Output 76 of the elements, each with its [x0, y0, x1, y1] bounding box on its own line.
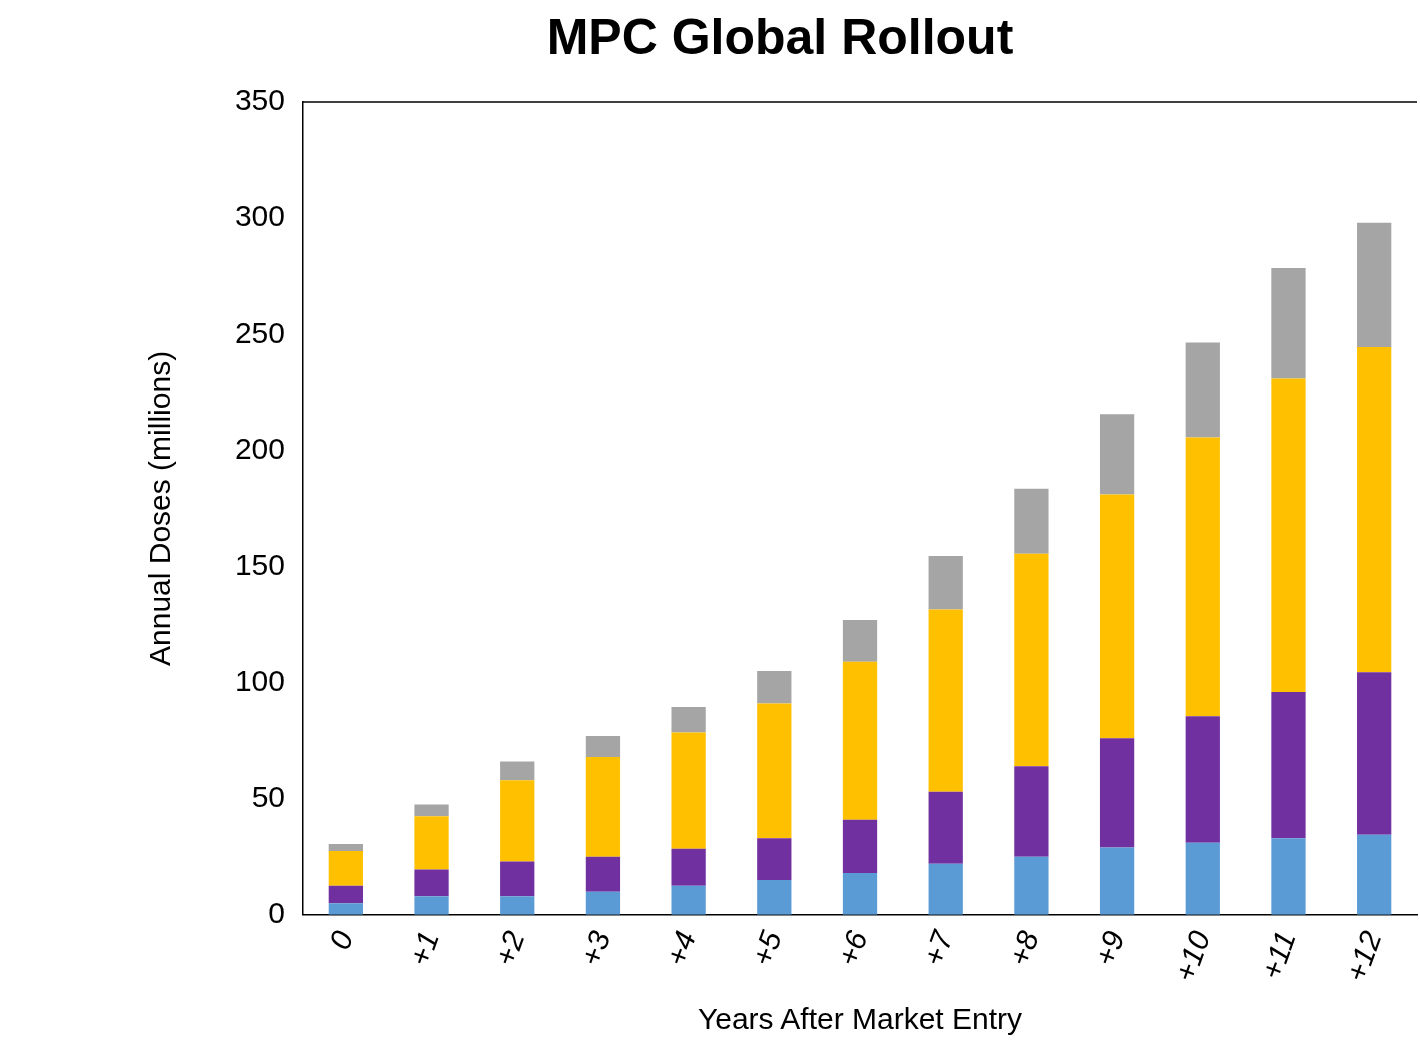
bar [928, 791, 963, 864]
bar [1357, 222, 1392, 348]
bar [328, 851, 363, 886]
bar [1185, 437, 1220, 717]
x-tick-label: +11 [1254, 926, 1302, 984]
bar [1185, 342, 1220, 438]
bar [585, 856, 621, 892]
bar [414, 896, 449, 915]
bar [1271, 268, 1306, 379]
bar [1099, 738, 1135, 848]
bar [928, 609, 963, 792]
x-tick-label: +10 [1167, 926, 1217, 986]
x-tick-label: +7 [916, 925, 960, 971]
bar [1099, 494, 1135, 739]
x-tick-label: +2 [488, 926, 531, 971]
bar [500, 896, 535, 915]
y-tick-label: 50 [251, 780, 285, 814]
y-tick-label: 150 [234, 547, 285, 581]
y-axis-title: Annual Doses (millions) [143, 350, 177, 666]
bar [842, 819, 878, 874]
bar [1357, 347, 1392, 673]
bar [757, 671, 792, 704]
x-tick-label: +12 [1339, 926, 1388, 986]
y-tick-label: 250 [234, 315, 285, 349]
x-tick-label: 0 [322, 926, 360, 954]
bar [1185, 716, 1220, 843]
bar [328, 844, 363, 851]
y-tick-label: 350 [234, 83, 285, 117]
bar [1185, 842, 1220, 915]
bar [414, 816, 449, 870]
bar [1099, 414, 1135, 495]
y-tick-label: 300 [234, 199, 285, 233]
bar [1014, 488, 1049, 554]
x-tick-label: +8 [1002, 926, 1045, 971]
bar [1271, 691, 1306, 839]
bar [671, 885, 706, 915]
bar [1014, 856, 1049, 915]
bar [585, 736, 621, 757]
chart-title: MPC Global Rollout [546, 8, 1014, 65]
bar [414, 804, 449, 817]
bar [671, 732, 706, 849]
y-tick-label: 0 [268, 896, 285, 930]
x-tick-label: +4 [659, 926, 703, 971]
bar [414, 869, 449, 897]
bar [842, 873, 878, 915]
bar [757, 838, 792, 881]
bar [842, 661, 878, 820]
bar [842, 619, 878, 662]
bar [1357, 834, 1392, 915]
x-tick-label: +6 [830, 926, 874, 971]
bar [1014, 766, 1049, 857]
bar [928, 556, 963, 610]
bar [328, 885, 363, 904]
x-tick-label: +1 [402, 926, 446, 971]
bar [1271, 838, 1306, 915]
y-tick-label: 200 [234, 431, 285, 465]
bar [328, 903, 363, 915]
x-axis-title: Years After Market Entry [697, 1002, 1023, 1036]
bar [1357, 672, 1392, 835]
bar [585, 756, 621, 857]
bar [500, 780, 535, 862]
bar [671, 707, 706, 733]
bar [757, 703, 792, 839]
bar [500, 861, 535, 897]
bar [1014, 553, 1049, 767]
bar [671, 848, 706, 886]
x-tick-label: +5 [745, 926, 788, 971]
y-tick-label: 100 [234, 663, 285, 697]
x-tick-label: +3 [573, 926, 617, 971]
bar [757, 880, 792, 915]
bar [500, 761, 535, 781]
x-tick-label: +9 [1087, 926, 1131, 971]
bar [585, 891, 621, 915]
bar [1099, 847, 1135, 915]
bar [1271, 378, 1306, 692]
bar [928, 863, 963, 915]
